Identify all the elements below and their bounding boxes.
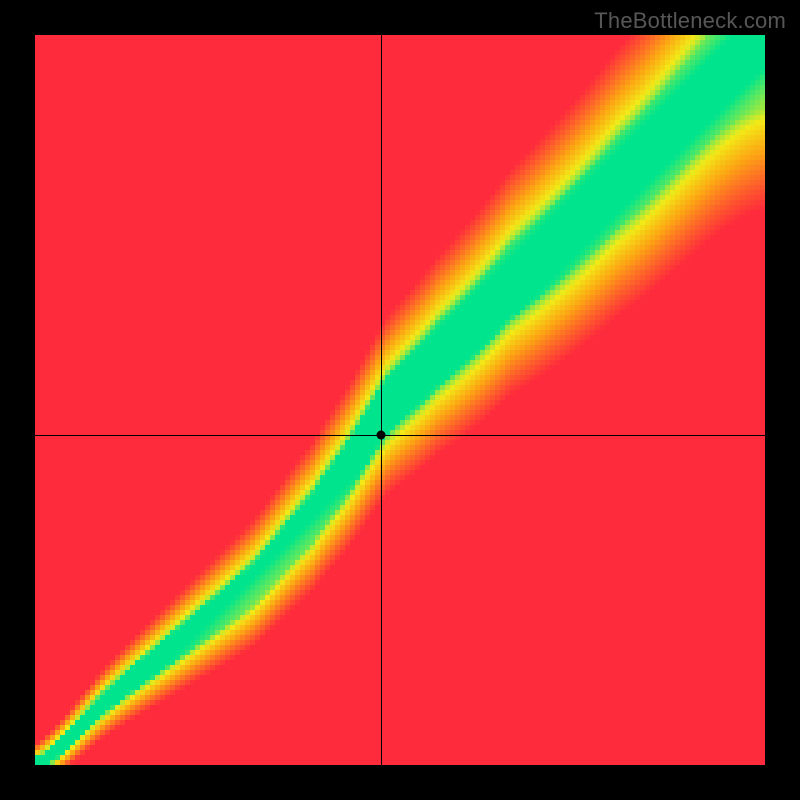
watermark: TheBottleneck.com: [594, 8, 786, 34]
bottleneck-heatmap: [35, 35, 765, 765]
heatmap-canvas: [35, 35, 765, 765]
chart-container: TheBottleneck.com: [0, 0, 800, 800]
